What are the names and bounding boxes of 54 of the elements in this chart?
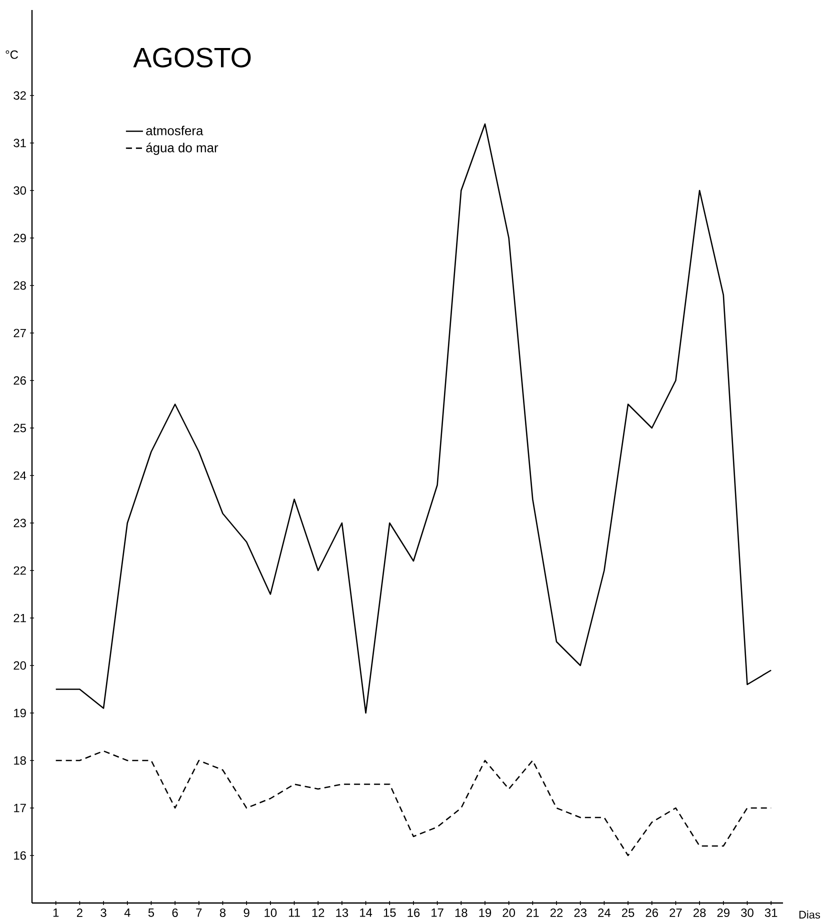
x-tick-label: 7 <box>196 908 202 917</box>
x-axis-title: Dias <box>799 910 820 919</box>
y-tick-label: 23 <box>14 518 26 528</box>
x-tick-label: 19 <box>479 908 492 917</box>
y-tick-label: 17 <box>14 804 26 812</box>
legend-label: atmosfera <box>146 126 204 136</box>
x-tick-label: 4 <box>124 908 130 917</box>
y-tick-label: 20 <box>14 661 26 670</box>
x-tick-label: 29 <box>717 908 730 917</box>
x-tick-label: 2 <box>76 908 82 917</box>
x-tick-label: 15 <box>384 908 396 917</box>
y-tick-label: 29 <box>14 234 26 242</box>
y-tick-label: 16 <box>14 851 26 860</box>
x-tick-label: 27 <box>670 908 682 917</box>
x-tick-label: 25 <box>622 908 634 917</box>
x-tick-label: 1 <box>53 908 59 917</box>
y-tick-label: 32 <box>14 91 26 100</box>
x-tick-label: 31 <box>764 908 778 917</box>
y-tick-label: 19 <box>14 708 26 718</box>
y-tick-label: 25 <box>14 424 26 432</box>
text: AGOSTO <box>133 48 251 68</box>
y-tick-label: 31 <box>14 138 26 148</box>
y-tick-label: 28 <box>14 281 26 290</box>
x-tick-label: 9 <box>244 908 250 917</box>
y-tick-label: 21 <box>14 614 26 622</box>
x-tick-label: 17 <box>432 908 444 917</box>
x-tick-label: 13 <box>336 908 348 917</box>
x-tick-label: 14 <box>360 908 372 917</box>
x-tick-label: 26 <box>646 908 658 917</box>
y-tick-label: 26 <box>14 376 26 385</box>
y-tick-label: 18 <box>14 756 26 765</box>
y-tick-label: 30 <box>14 186 26 195</box>
x-tick-label: 28 <box>694 908 706 917</box>
y-axis-title: °C <box>6 50 18 59</box>
y-tick-label: 22 <box>14 566 26 575</box>
x-tick-label: 30 <box>741 908 754 917</box>
x-tick-label: 8 <box>220 908 226 917</box>
x-tick-label: 6 <box>172 908 178 917</box>
legend-label: água do mar <box>146 142 218 155</box>
x-tick-label: 24 <box>598 908 610 917</box>
x-tick-label: 12 <box>312 908 324 917</box>
x-tick-label: 22 <box>550 908 563 917</box>
x-tick-label: 5 <box>148 908 154 917</box>
x-tick-label: 18 <box>455 908 468 917</box>
x-tick-label: 10 <box>264 908 277 917</box>
x-tick-label: 11 <box>288 908 300 917</box>
x-tick-label: 23 <box>574 908 586 917</box>
line-series <box>55 123 772 714</box>
y-tick-label: 27 <box>14 328 26 338</box>
y-tick-label: 24 <box>14 471 26 480</box>
x-tick-label: 16 <box>408 908 420 917</box>
x-tick-label: 21 <box>526 908 539 917</box>
x-tick-label: 20 <box>502 908 516 917</box>
x-tick-label: 3 <box>100 908 106 917</box>
